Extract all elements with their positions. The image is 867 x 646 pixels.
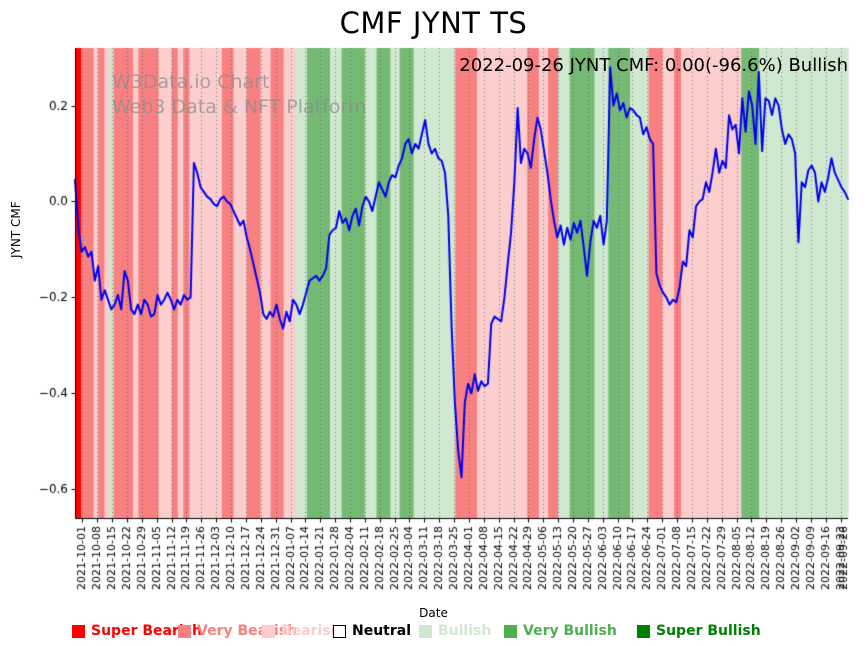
legend-swatch-icon <box>262 624 275 638</box>
legend-swatch-icon <box>333 624 346 638</box>
legend: Super Bearish Very Bearish Bearish Neutral B… <box>0 620 867 644</box>
legend-swatch-icon <box>419 624 432 638</box>
legend-item[interactable]: Very Bullish <box>504 620 617 642</box>
legend-item-label: Super Bearish <box>91 623 202 639</box>
legend-item[interactable]: Neutral <box>333 620 411 642</box>
legend-swatch-icon <box>637 624 650 638</box>
legend-item[interactable]: Super Bullish <box>637 620 761 642</box>
legend-item-label: Very Bullish <box>523 623 617 639</box>
legend-item-label: Bullish <box>438 623 492 639</box>
legend-swatch-icon <box>178 624 191 638</box>
legend-item-label: Super Bullish <box>656 623 761 639</box>
legend-swatch-icon <box>504 624 517 638</box>
legend-swatch-icon <box>72 624 85 638</box>
legend-item-label: Bearish <box>281 623 341 639</box>
legend-item[interactable]: Bearish <box>262 620 341 642</box>
legend-item-label: Neutral <box>352 623 412 639</box>
legend-item[interactable]: Super Bearish <box>72 620 202 642</box>
legend-item[interactable]: Bullish <box>419 620 491 642</box>
